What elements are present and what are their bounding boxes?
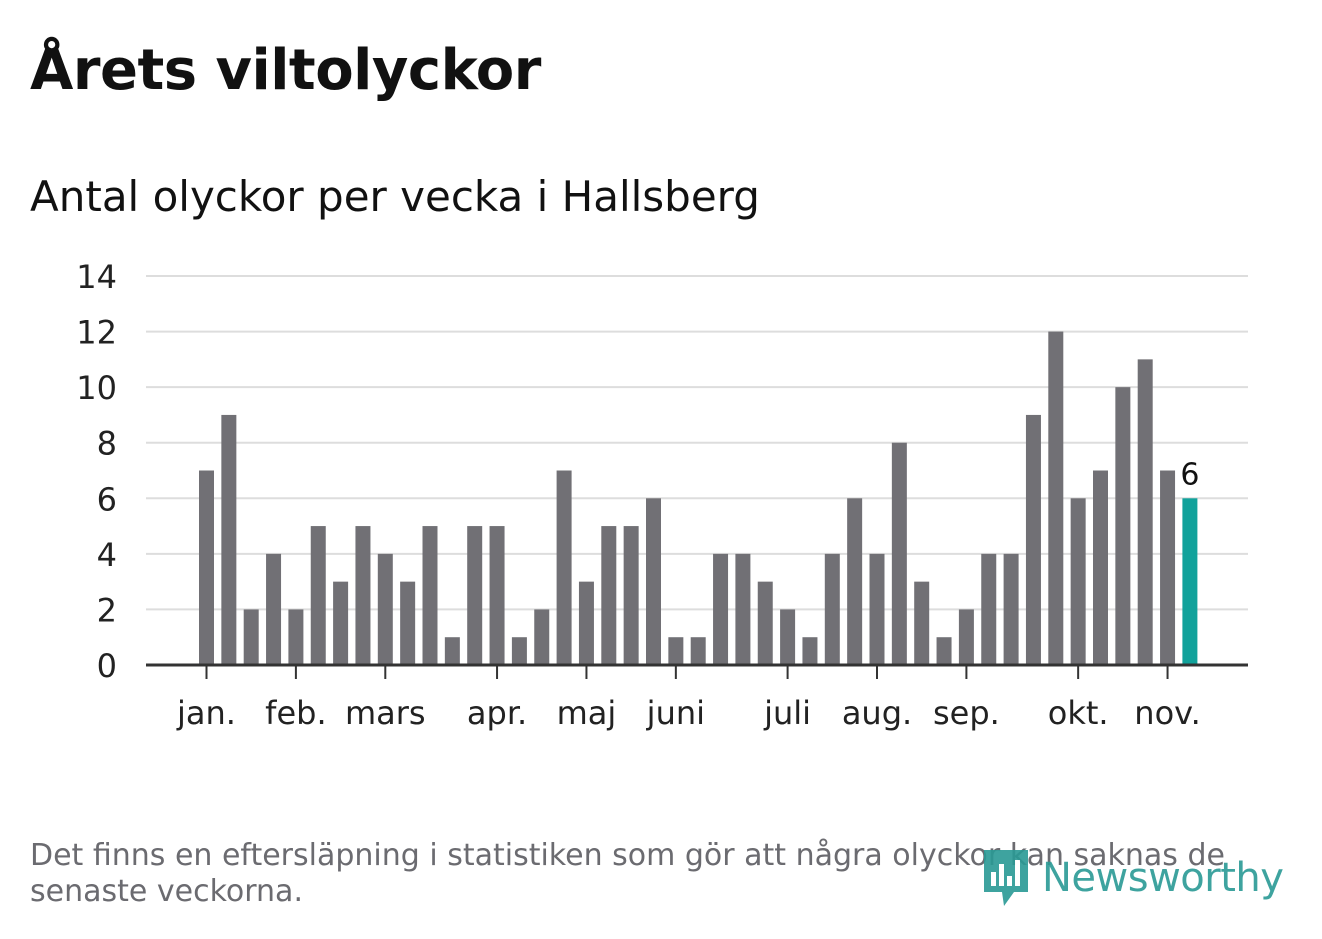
- logo-text: Newsworthy: [1042, 855, 1284, 901]
- bar: [914, 581, 930, 665]
- bar: [1093, 470, 1108, 665]
- bar: [1025, 414, 1041, 665]
- bar: [713, 553, 729, 665]
- bar: [891, 442, 907, 665]
- bar: [511, 637, 527, 665]
- bar: [869, 553, 885, 665]
- y-tick-label: 2: [97, 591, 117, 629]
- chart-bars-icon: [984, 850, 1028, 906]
- bar: [355, 526, 371, 665]
- x-tick-label: maj: [557, 694, 617, 732]
- bar: [199, 470, 214, 665]
- bar: [310, 526, 326, 665]
- bar: [646, 498, 661, 665]
- bar: [266, 553, 282, 665]
- x-tick-label: juni: [646, 694, 705, 732]
- y-tick-label: 0: [97, 647, 117, 685]
- bar: [802, 637, 818, 665]
- x-tick-label: juli: [763, 694, 811, 732]
- bar: [377, 553, 393, 665]
- data-label: 6: [1180, 457, 1199, 492]
- chart-subtitle: Antal olyckor per vecka i Hallsberg: [30, 172, 760, 221]
- bar: [668, 637, 684, 665]
- bar: [690, 637, 706, 665]
- bar: [1160, 470, 1176, 665]
- y-tick-label: 10: [76, 369, 117, 407]
- bar: [981, 553, 997, 665]
- bar: [601, 526, 617, 665]
- bar: [623, 526, 639, 665]
- x-tick-label: feb.: [265, 694, 326, 732]
- bar: [444, 637, 460, 665]
- bar: [958, 609, 974, 665]
- bar: [556, 470, 572, 665]
- bar: [489, 526, 505, 665]
- y-tick-label: 8: [97, 425, 117, 463]
- x-tick-label: aug.: [842, 694, 912, 732]
- bar: [422, 526, 438, 665]
- x-tick-label: okt.: [1048, 694, 1109, 732]
- x-tick-label: apr.: [467, 694, 527, 732]
- bar: [1137, 359, 1153, 665]
- bar: [1070, 498, 1086, 665]
- bar: [735, 553, 751, 665]
- bar: [1003, 553, 1019, 665]
- bar: [578, 581, 594, 665]
- y-tick-label: 4: [97, 536, 117, 574]
- bar: [333, 581, 349, 665]
- bar: [936, 637, 952, 665]
- bar: [1115, 387, 1131, 665]
- bar: [400, 581, 416, 665]
- bar: [757, 581, 773, 665]
- x-tick-label: sep.: [933, 694, 1000, 732]
- bar: [1048, 331, 1064, 665]
- y-tick-label: 14: [76, 258, 117, 296]
- bar: [288, 609, 304, 665]
- bar: [824, 553, 840, 665]
- chart-title: Årets viltolyckor: [30, 38, 541, 103]
- bar: [780, 609, 796, 665]
- bar: [847, 498, 863, 665]
- x-tick-label: nov.: [1134, 694, 1200, 732]
- bar: [534, 609, 550, 665]
- x-tick-label: mars: [345, 694, 426, 732]
- y-tick-label: 6: [97, 480, 117, 518]
- bar: [221, 414, 237, 665]
- y-tick-label: 12: [76, 314, 117, 352]
- bar: [467, 526, 483, 665]
- x-tick-label: jan.: [176, 694, 236, 732]
- newsworthy-logo: Newsworthy: [980, 846, 1284, 910]
- bar-highlight: [1182, 498, 1198, 665]
- bar: [243, 609, 259, 665]
